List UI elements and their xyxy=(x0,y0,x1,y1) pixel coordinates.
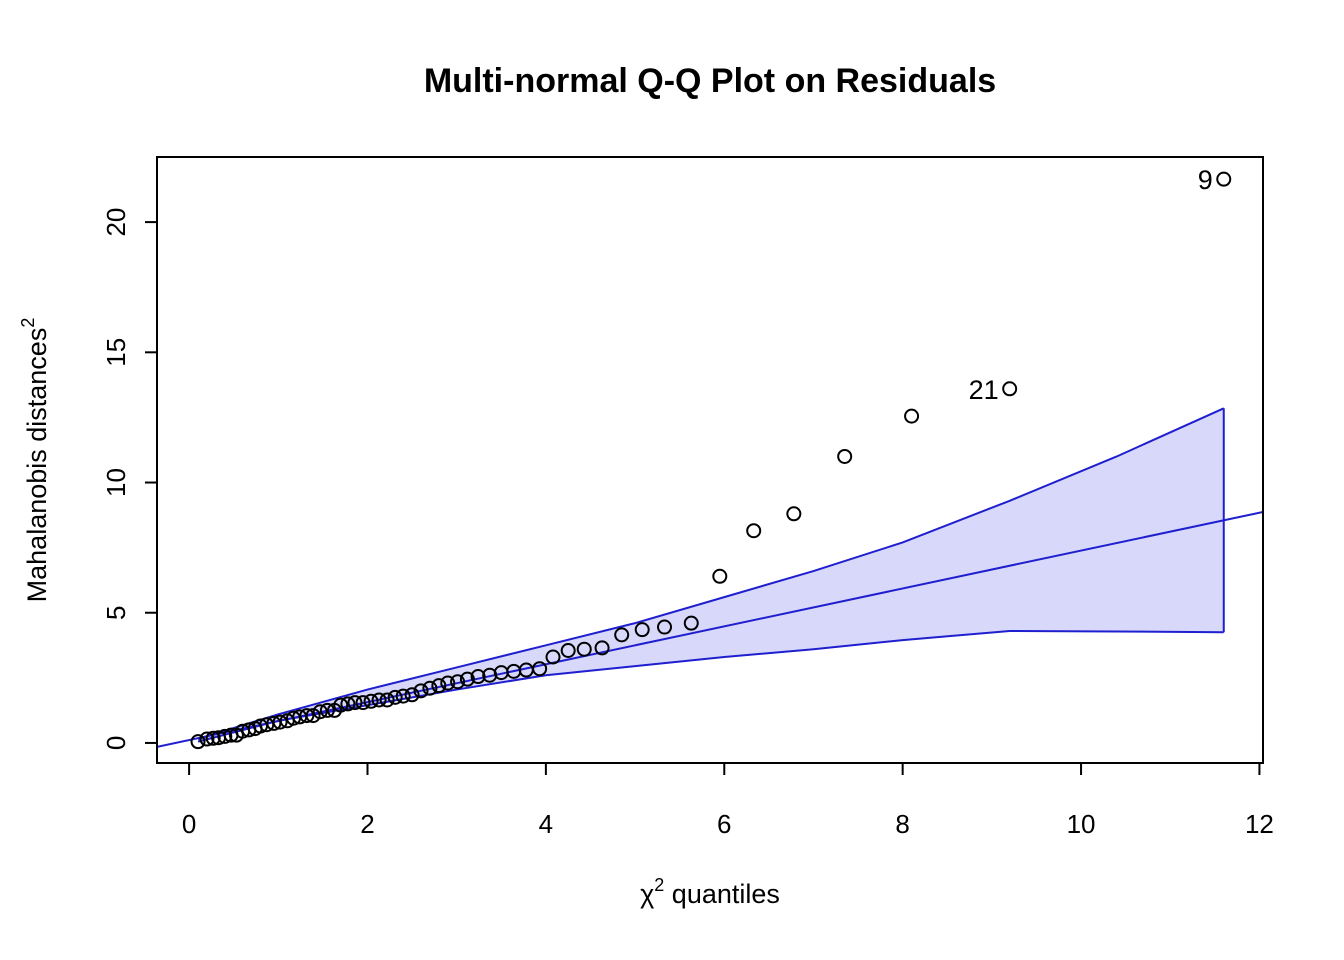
point xyxy=(355,695,371,711)
point xyxy=(470,669,486,685)
x-tick-label: 4 xyxy=(539,809,553,839)
point xyxy=(217,728,233,744)
point xyxy=(387,689,403,705)
x-tick-label: 0 xyxy=(182,809,196,839)
point xyxy=(312,704,328,720)
point xyxy=(614,627,630,643)
y-axis-label: Mahalanobis distances2 xyxy=(18,318,52,603)
x-tick-label: 12 xyxy=(1245,809,1274,839)
y-label-text: Mahalanobis distances xyxy=(22,328,52,603)
point xyxy=(1002,381,1018,397)
y-label-superscript: 2 xyxy=(18,318,38,328)
point xyxy=(450,674,466,690)
point xyxy=(837,448,853,464)
x-label-symbol: χ xyxy=(640,879,654,909)
plot-area xyxy=(157,407,1263,748)
y-tick-label: 0 xyxy=(101,736,131,750)
x-label-superscript: 2 xyxy=(654,875,664,895)
y-tick-label: 20 xyxy=(101,208,131,237)
y-tick-label: 10 xyxy=(101,468,131,497)
point xyxy=(305,708,321,724)
point xyxy=(1216,171,1232,187)
point xyxy=(431,678,447,694)
point xyxy=(634,622,650,638)
x-tick-label: 8 xyxy=(895,809,909,839)
point xyxy=(440,675,456,691)
point xyxy=(532,661,548,677)
point xyxy=(363,693,379,709)
overlay: 21 9 xyxy=(190,165,1232,750)
x-axis-label: χ2 quantiles xyxy=(640,875,780,909)
point xyxy=(545,649,561,665)
point xyxy=(190,734,206,750)
point xyxy=(594,640,610,656)
point xyxy=(272,714,288,730)
point xyxy=(371,692,387,708)
point xyxy=(333,697,349,713)
point xyxy=(347,695,363,711)
point xyxy=(459,671,475,687)
y-tick-label: 5 xyxy=(101,606,131,620)
x-tick-label: 2 xyxy=(360,809,374,839)
x-tick-label: 6 xyxy=(717,809,731,839)
point xyxy=(205,730,221,746)
point-label: 9 xyxy=(1198,165,1213,195)
point xyxy=(404,687,420,703)
point xyxy=(422,680,438,696)
point xyxy=(786,506,802,522)
point xyxy=(683,615,699,631)
point xyxy=(657,619,673,635)
point xyxy=(340,696,356,712)
point xyxy=(576,641,592,657)
point xyxy=(904,408,920,424)
point xyxy=(413,683,429,699)
point xyxy=(319,702,335,718)
point-label: 21 xyxy=(969,375,999,405)
point xyxy=(712,568,728,584)
point xyxy=(395,688,411,704)
point xyxy=(746,523,762,539)
point xyxy=(199,731,215,747)
chart-title: Multi-normal Q-Q Plot on Residuals xyxy=(424,62,996,100)
point xyxy=(379,692,395,708)
y-tick-label: 15 xyxy=(101,338,131,367)
x-tick-label: 10 xyxy=(1067,809,1096,839)
point xyxy=(560,642,576,658)
x-label-text: quantiles xyxy=(664,879,780,909)
point xyxy=(299,708,315,724)
envelope-area xyxy=(198,408,1224,742)
plot-frame xyxy=(156,156,1264,764)
envelope-upper xyxy=(197,407,1225,740)
